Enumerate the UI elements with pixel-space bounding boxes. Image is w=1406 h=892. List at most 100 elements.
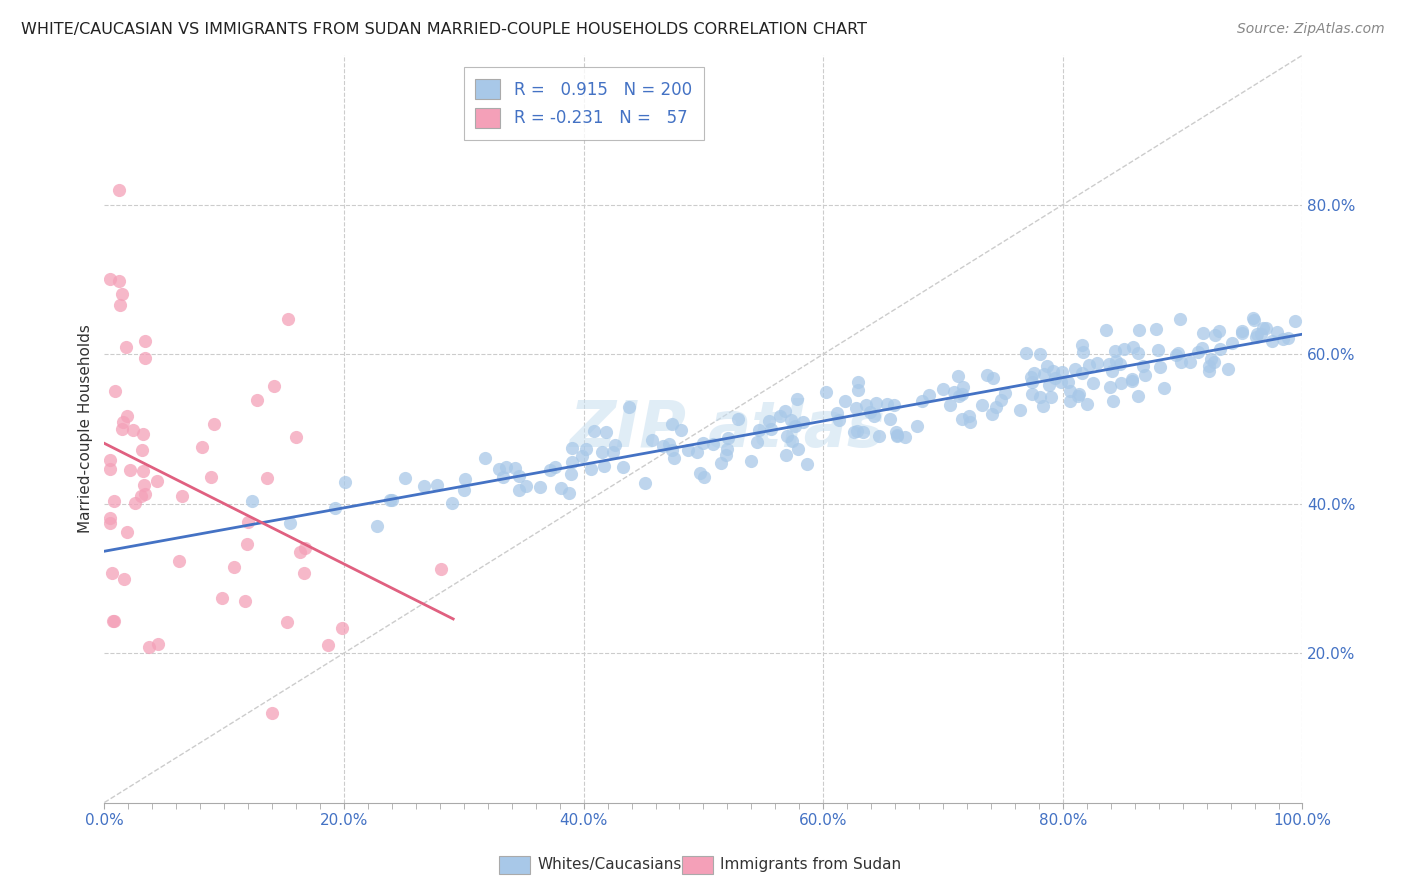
Point [134, 334, 156, 348]
Point [827, 413, 849, 427]
Point [316, 639, 339, 653]
Point [852, 425, 875, 440]
Point [1216, 362, 1239, 376]
Point [277, 312, 299, 326]
Point [1250, 327, 1272, 342]
Point [876, 397, 898, 411]
Point [1095, 323, 1118, 337]
Point [692, 435, 714, 450]
Point [1112, 342, 1135, 356]
Point [1071, 345, 1094, 359]
Point [1164, 348, 1187, 362]
Point [191, 440, 214, 454]
Point [846, 375, 869, 389]
Point [111, 287, 134, 301]
Point [132, 477, 155, 491]
Point [1109, 357, 1132, 371]
Point [984, 400, 1007, 414]
Point [440, 496, 463, 510]
Point [879, 411, 901, 425]
Point [859, 405, 882, 419]
Y-axis label: Married-couple Households: Married-couple Households [79, 325, 93, 533]
Point [727, 412, 749, 426]
Text: Immigrants from Sudan: Immigrants from Sudan [720, 857, 901, 871]
Point [959, 415, 981, 429]
Point [235, 537, 257, 551]
Point [488, 462, 510, 476]
Point [980, 407, 1002, 421]
Point [1128, 323, 1150, 337]
Point [108, 274, 131, 288]
Point [550, 481, 572, 495]
Point [994, 385, 1017, 400]
Point [453, 472, 475, 486]
Point [561, 442, 583, 456]
Point [1267, 325, 1289, 339]
Text: WHITE/CAUCASIAN VS IMMIGRANTS FROM SUDAN MARRIED-COUPLE HOUSEHOLDS CORRELATION C: WHITE/CAUCASIAN VS IMMIGRANTS FROM SUDAN… [21, 22, 868, 37]
Point [1010, 403, 1032, 417]
Point [544, 460, 567, 475]
Point [582, 424, 605, 438]
Point [1147, 343, 1170, 357]
Point [1220, 336, 1243, 351]
Point [761, 422, 783, 436]
Point [508, 483, 530, 497]
Point [233, 594, 256, 608]
Point [495, 460, 517, 475]
Point [1132, 359, 1154, 373]
Point [100, 510, 122, 524]
Point [883, 398, 905, 412]
Point [294, 541, 316, 555]
Point [662, 450, 685, 465]
Point [200, 470, 222, 484]
Point [262, 706, 284, 720]
Point [101, 566, 124, 581]
Point [115, 524, 138, 539]
Point [948, 368, 970, 383]
Point [886, 428, 908, 442]
Point [1192, 326, 1215, 340]
Point [1069, 386, 1091, 401]
Point [595, 425, 617, 439]
Point [717, 430, 740, 444]
Point [855, 398, 877, 412]
Point [1209, 343, 1232, 357]
Point [581, 461, 603, 475]
Point [1208, 324, 1230, 338]
Point [693, 469, 716, 483]
Point [1284, 314, 1306, 328]
Point [786, 442, 808, 456]
Point [131, 443, 153, 458]
Point [780, 413, 803, 427]
Point [748, 423, 770, 437]
Point [658, 437, 681, 451]
Point [103, 614, 125, 628]
Point [1126, 389, 1149, 403]
Point [1104, 344, 1126, 359]
Point [1039, 390, 1062, 404]
Point [1109, 376, 1132, 390]
Point [1243, 311, 1265, 326]
Point [990, 392, 1012, 407]
Point [745, 435, 768, 450]
Point [893, 430, 915, 444]
Point [574, 442, 596, 456]
Point [1032, 368, 1054, 382]
Point [115, 340, 138, 354]
Point [1067, 389, 1090, 403]
Point [508, 469, 530, 483]
Point [939, 398, 962, 412]
Point [492, 470, 515, 484]
Point [669, 423, 692, 437]
Point [1021, 387, 1043, 401]
Point [776, 428, 799, 442]
Point [905, 419, 928, 434]
Point [1204, 327, 1226, 342]
Point [1050, 365, 1073, 379]
Point [108, 298, 131, 312]
Point [1076, 396, 1098, 410]
Point [145, 474, 167, 488]
Point [1170, 355, 1192, 369]
Point [134, 487, 156, 501]
Text: ZIP atlas: ZIP atlas [569, 398, 886, 460]
